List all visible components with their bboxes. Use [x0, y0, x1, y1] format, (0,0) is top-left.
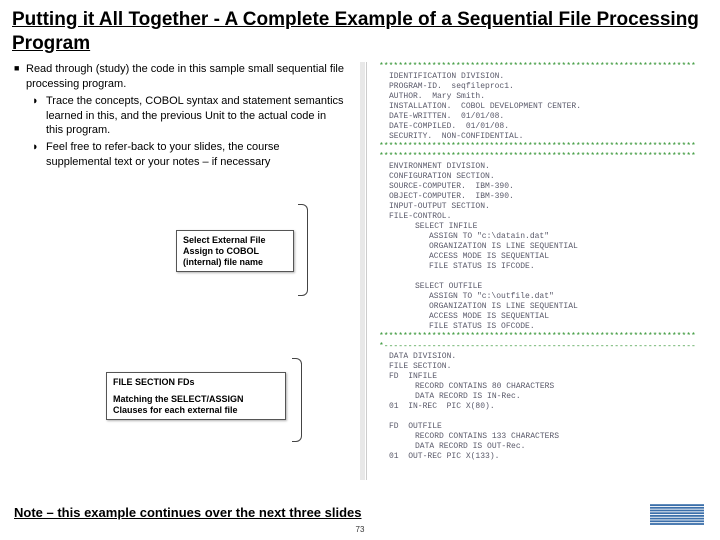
code-line: ASSIGN TO "c:\outfile.dat": [367, 292, 710, 302]
code-line: DATA DIVISION.: [367, 352, 710, 362]
callout-select-assign: Select External File Assign to COBOL (in…: [176, 230, 294, 272]
callout-line: Select External File: [183, 235, 287, 246]
code-line: ENVIRONMENT DIVISION.: [367, 162, 710, 172]
sub-bullet-2: Feel free to refer-back to your slides, …: [46, 140, 344, 170]
sub-bullet-icon: ◗: [32, 94, 46, 139]
callout-line: Matching the SELECT/ASSIGN: [113, 394, 279, 405]
code-line: INSTALLATION. COBOL DEVELOPMENT CENTER.: [367, 102, 710, 112]
code-line: ACCESS MODE IS SEQUENTIAL: [367, 252, 710, 262]
callout-line: (internal) file name: [183, 257, 287, 268]
callout-line: Assign to COBOL: [183, 246, 287, 257]
code-line: ASSIGN TO "c:\datain.dat": [367, 232, 710, 242]
brace-icon: [292, 358, 302, 442]
sub-bullet-icon: ◗: [32, 140, 46, 170]
brace-icon: [298, 204, 308, 296]
code-line: SELECT OUTFILE: [367, 282, 710, 292]
ibm-logo-icon: [650, 504, 704, 526]
code-line: PROGRAM-ID. seqfileproc1.: [367, 82, 710, 92]
bullet-text: Read through (study) the code in this sa…: [26, 62, 344, 92]
code-line: FILE STATUS IS OFCODE.: [367, 322, 710, 332]
code-separator: ****************************************…: [367, 152, 710, 162]
code-line: ORGANIZATION IS LINE SEQUENTIAL: [367, 242, 710, 252]
code-pane: ****************************************…: [366, 62, 710, 480]
code-line: RECORD CONTAINS 133 CHARACTERS: [367, 432, 710, 442]
callout-line: Clauses for each external file: [113, 405, 279, 416]
callout-file-section: FILE SECTION FDs Matching the SELECT/ASS…: [106, 372, 286, 420]
code-line: INPUT-OUTPUT SECTION.: [367, 202, 710, 212]
code-line: FD OUTFILE: [367, 422, 710, 432]
content-block: ■ Read through (study) the code in this …: [14, 62, 344, 172]
code-line: 01 OUT-REC PIC X(133).: [367, 452, 710, 462]
code-separator: *---------------------------------------…: [367, 342, 710, 352]
code-line: RECORD CONTAINS 80 CHARACTERS: [367, 382, 710, 392]
slide-title: Putting it All Together - A Complete Exa…: [0, 0, 720, 60]
code-line: IDENTIFICATION DIVISION.: [367, 72, 710, 82]
footer-note: Note – this example continues over the n…: [14, 505, 362, 520]
code-line: DATE-COMPILED. 01/01/08.: [367, 122, 710, 132]
code-line: FILE-CONTROL.: [367, 212, 710, 222]
code-line: [367, 412, 710, 422]
bullet-square: ■: [14, 62, 26, 92]
code-line: DATE-WRITTEN. 01/01/08.: [367, 112, 710, 122]
sub-bullet-1: Trace the concepts, COBOL syntax and sta…: [46, 94, 344, 139]
callout-line: FILE SECTION FDs: [113, 377, 279, 388]
code-separator: ****************************************…: [367, 142, 710, 152]
code-line: ORGANIZATION IS LINE SEQUENTIAL: [367, 302, 710, 312]
code-line: ACCESS MODE IS SEQUENTIAL: [367, 312, 710, 322]
code-line: 01 IN-REC PIC X(80).: [367, 402, 710, 412]
code-line: FILE SECTION.: [367, 362, 710, 372]
code-line: [367, 272, 710, 282]
code-line: AUTHOR. Mary Smith.: [367, 92, 710, 102]
page-number: 73: [0, 525, 720, 534]
code-separator: ****************************************…: [367, 62, 710, 72]
code-line: SELECT INFILE: [367, 222, 710, 232]
code-line: DATA RECORD IS OUT-Rec.: [367, 442, 710, 452]
code-line: SOURCE-COMPUTER. IBM-390.: [367, 182, 710, 192]
code-separator: ****************************************…: [367, 332, 710, 342]
code-line: FD INFILE: [367, 372, 710, 382]
code-line: FILE STATUS IS IFCODE.: [367, 262, 710, 272]
code-line: OBJECT-COMPUTER. IBM-390.: [367, 192, 710, 202]
code-line: DATA RECORD IS IN-Rec.: [367, 392, 710, 402]
column-indicator: [360, 62, 365, 480]
code-line: SECURITY. NON-CONFIDENTIAL.: [367, 132, 710, 142]
code-line: CONFIGURATION SECTION.: [367, 172, 710, 182]
